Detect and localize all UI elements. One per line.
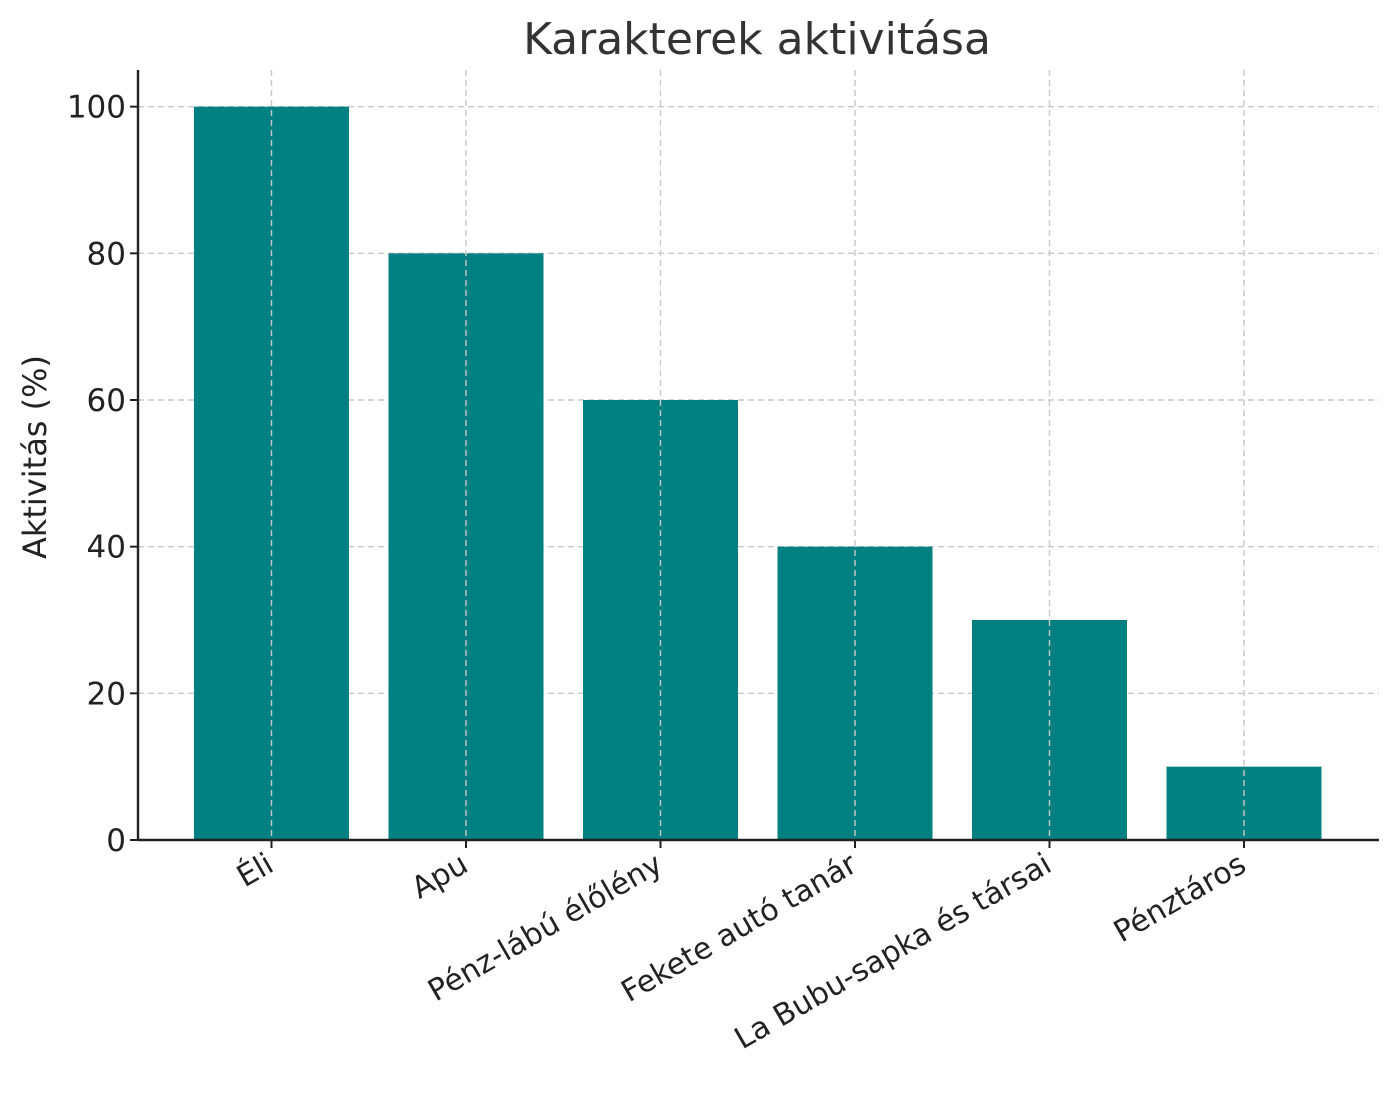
y-tick-label: 80 (87, 236, 126, 272)
bars (194, 106, 1322, 841)
y-ticks: 0 20 40 60 80 100 (67, 90, 138, 859)
x-tick-label: Pénztáros (1108, 847, 1252, 950)
y-tick-label: 20 (87, 676, 126, 712)
grid-lines (138, 105, 1379, 695)
x-tick-label: La Bubu-sapka és társai (729, 847, 1058, 1057)
y-tick-label: 100 (67, 90, 126, 126)
y-tick-label: 0 (106, 823, 126, 859)
x-tick-label: Éli (231, 846, 280, 895)
axes (136, 70, 1379, 842)
y-axis-label: Aktivitás (%) (16, 355, 54, 559)
y-tick-label: 40 (87, 530, 126, 566)
y-tick-label: 60 (87, 383, 126, 419)
x-tick-label: Apu (406, 847, 474, 907)
chart-title: Karakterek aktivitása (523, 14, 991, 65)
x-grid-lines (270, 70, 1245, 840)
